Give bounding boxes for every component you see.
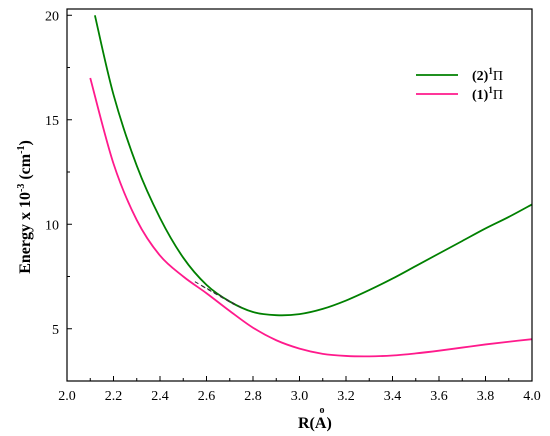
x-tick-label: 3.2	[337, 389, 355, 404]
y-axis-title-unit-open: (cm	[17, 153, 34, 183]
svg-text:R(A): R(A)	[298, 415, 332, 432]
x-tick-label: 3.6	[430, 389, 448, 404]
y-tick-label: 5	[52, 323, 59, 338]
y-axis-title-base: Energy x 10	[17, 192, 34, 274]
x-tick-label: 2.6	[198, 389, 216, 404]
axes-layer	[66, 8, 533, 382]
y-axis-title: Energy x 10-3 (cm-1)	[16, 140, 34, 274]
annotation-dashed-line-2	[201, 285, 235, 306]
x-tick-label: 2.0	[58, 389, 76, 404]
legend: (2)1Π (1)1Π	[416, 66, 503, 103]
legend-label-series-1: (2)1Π	[472, 66, 503, 84]
annotation-layer	[194, 281, 244, 310]
x-tick-label: 2.8	[244, 389, 262, 404]
x-axis-title: R(A) o	[298, 405, 332, 432]
y-tick-label: 10	[45, 218, 59, 233]
y-tick-label: 20	[45, 9, 59, 24]
series-line-2	[89, 77, 533, 358]
series-layer	[89, 15, 533, 358]
x-tick-label: 2.2	[105, 389, 123, 404]
x-tick-label: 3.4	[384, 389, 402, 404]
x-axis-title-close: )	[326, 415, 331, 432]
y-axis-title-exp1: -3	[16, 184, 27, 192]
x-tick-label: 2.4	[151, 389, 169, 404]
x-axis-title-ring: o	[320, 405, 325, 416]
y-tick-label: 15	[45, 114, 59, 129]
y-axis-title-exp2: -1	[16, 146, 27, 154]
x-tick-label: 3.0	[291, 389, 309, 404]
series-line-1	[94, 15, 533, 317]
y-axis-title-unit-close: )	[17, 140, 34, 145]
legend-label-series-2: (1)1Π	[472, 85, 503, 103]
plot-frame	[66, 8, 533, 382]
x-axis-title-base: R(	[298, 415, 315, 432]
x-tick-label: 4.0	[523, 389, 541, 404]
x-axis-title-symbol: A	[315, 415, 327, 432]
x-tick-label: 3.8	[477, 389, 495, 404]
ticks-layer: 2.0 2.2 2.4 2.6 2.8 3.0 3.2 3.4 3.6 3.8 4.0 5 10 15 20	[45, 9, 541, 404]
